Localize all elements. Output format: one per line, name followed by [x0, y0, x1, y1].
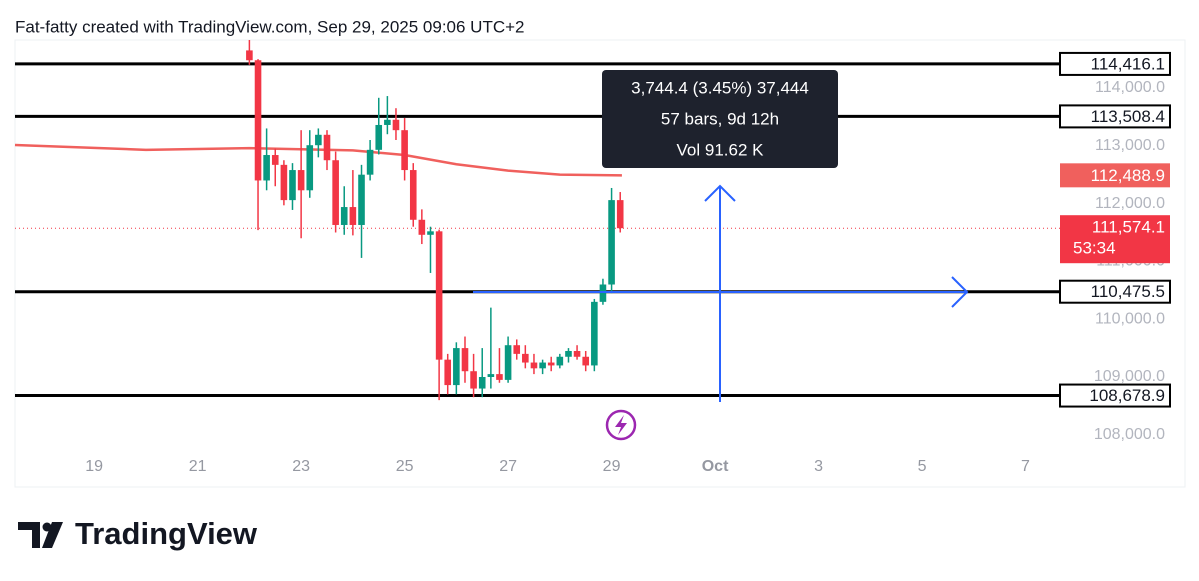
last-price-box — [1060, 215, 1170, 264]
candle-body — [358, 174, 365, 225]
candle-body — [556, 356, 564, 366]
level-label: 114,416.1 — [1091, 54, 1165, 73]
candle-body — [496, 374, 503, 380]
x-tick-label: 21 — [189, 458, 207, 475]
candle-body — [504, 345, 512, 380]
candle-body — [435, 231, 443, 360]
candle-body — [306, 145, 314, 191]
candle-body — [487, 374, 495, 377]
level-label: 110,475.5 — [1091, 282, 1165, 301]
candle-body — [254, 60, 262, 181]
candle-body — [340, 207, 348, 225]
last-price-label: 111,574.1 — [1092, 218, 1165, 237]
candle-body — [427, 231, 434, 235]
logo: TradingView — [18, 516, 258, 551]
candle-body — [530, 362, 538, 369]
drawings — [473, 184, 969, 402]
x-tick-label: Oct — [702, 458, 729, 475]
candle-body — [478, 376, 486, 389]
x-tick-label: 25 — [396, 458, 414, 475]
y-tick-label: 114,000.0 — [1095, 79, 1165, 96]
x-tick-label: 29 — [603, 458, 621, 475]
x-tick-label: 23 — [292, 458, 310, 475]
candle-body — [522, 353, 529, 363]
logo-text: TradingView — [75, 516, 258, 551]
candle-body — [582, 356, 590, 366]
measure-text: 57 bars, 9d 12h — [661, 109, 779, 128]
candle-body — [375, 124, 383, 150]
x-tick-label: 19 — [85, 458, 103, 475]
candle-body — [315, 134, 322, 146]
arrow-head — [951, 276, 969, 308]
countdown: 53:34 — [1073, 239, 1116, 258]
candle-body — [297, 170, 305, 191]
y-tick-label: 110,000.0 — [1095, 310, 1165, 327]
candle-body — [263, 155, 270, 181]
candle-body — [409, 170, 417, 220]
y-tick-label: 108,000.0 — [1094, 426, 1165, 443]
candle-body — [470, 371, 477, 389]
header: Fat-fatty created with TradingView.com, … — [15, 17, 525, 36]
level-label: 113,508.4 — [1091, 107, 1165, 126]
y-tick-label: 112,000.0 — [1095, 195, 1165, 212]
candle-body — [384, 119, 391, 125]
measure-box — [602, 70, 838, 168]
candle-body — [565, 350, 572, 357]
candle-body — [591, 301, 598, 366]
level-label: 108,678.9 — [1089, 386, 1165, 405]
level-label-box — [1059, 51, 1171, 76]
candle-body — [444, 359, 452, 386]
level-label-box — [1059, 383, 1171, 408]
x-tick-label: 3 — [814, 458, 823, 475]
candle-body — [280, 164, 288, 201]
level-label-box — [1059, 279, 1171, 304]
candle-body — [271, 155, 279, 165]
chart-frame — [14, 39, 1186, 488]
candle-body — [323, 134, 331, 161]
candle-body — [332, 160, 339, 225]
y-tick-label: 109,000.0 — [1094, 368, 1165, 385]
candle-body — [461, 348, 469, 372]
candle-body — [246, 50, 253, 61]
arrow-head — [704, 184, 736, 202]
measure-text: Vol 91.62 K — [677, 140, 765, 159]
x-tick-label: 7 — [1021, 458, 1030, 475]
candle-body — [599, 284, 607, 302]
candle-body — [392, 119, 400, 131]
ma-label-box — [1060, 163, 1170, 188]
candle-body — [573, 350, 581, 357]
chart: 108,000.0109,000.0110,000.0111,000.0112,… — [14, 40, 1171, 475]
candle-body — [289, 170, 296, 201]
candle-body — [418, 219, 426, 235]
x-tick-label: 27 — [499, 458, 517, 475]
ma-label: 112,488.9 — [1091, 166, 1165, 185]
candle-body — [453, 348, 460, 386]
candle-body — [547, 362, 555, 366]
candle-body — [513, 345, 521, 354]
measure-text: 3,744.4 (3.45%) 37,444 — [631, 78, 809, 97]
candle-body — [616, 200, 624, 229]
candle-body — [608, 200, 615, 285]
candle-body — [401, 130, 408, 171]
candle-body — [366, 149, 374, 175]
x-tick-label: 5 — [918, 458, 927, 475]
candle-body — [539, 362, 546, 369]
y-tick-label: 113,000.0 — [1095, 137, 1165, 154]
level-label-box — [1059, 104, 1171, 129]
lightning-icon — [605, 409, 637, 441]
candle-body — [349, 207, 357, 225]
